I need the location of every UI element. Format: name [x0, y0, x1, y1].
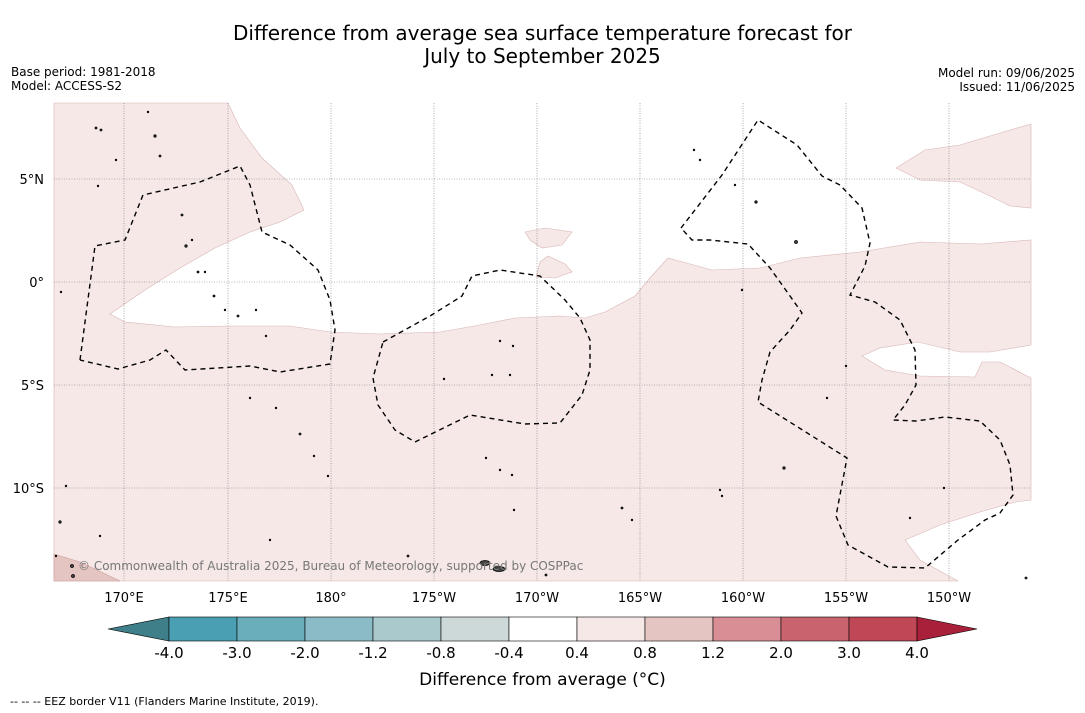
lon-label: 170°W [515, 591, 559, 606]
colorbar-segment [712, 616, 782, 642]
lon-label: 180° [315, 591, 346, 606]
colorbar-extend-high [916, 616, 978, 642]
model-name: Model: ACCESS-S2 [11, 79, 123, 93]
colorbar-tick-label: -2.0 [290, 644, 319, 662]
lon-label: 175°E [208, 591, 248, 606]
map-title: Difference from average sea surface temp… [0, 22, 1085, 68]
colorbar-segment [644, 616, 714, 642]
lon-label: 160°W [721, 591, 765, 606]
graticule [54, 103, 1031, 581]
colorbar-tick-label: 3.0 [837, 644, 861, 662]
lon-label: 175°W [412, 591, 456, 606]
colorbar-segment [440, 616, 510, 642]
colorbar-tick-label: -4.0 [154, 644, 183, 662]
colorbar-extend-low [107, 616, 170, 642]
eez-borders [79, 119, 1014, 569]
colorbar-segment [576, 616, 646, 642]
colorbar-segment [508, 616, 578, 642]
longitude-labels: 170°E 175°E 180° 175°W 170°W 165°W 160°W… [104, 591, 971, 606]
lat-label: 5°S [21, 379, 44, 394]
copyright-notice: © Commonwealth of Australia 2025, Bureau… [78, 559, 583, 573]
colorbar-tick-label: 0.4 [565, 644, 589, 662]
island-markers [54, 110, 1028, 580]
title-line-2: July to September 2025 [424, 44, 661, 68]
colorbar-segment [372, 616, 442, 642]
colorbar-tick-label: 4.0 [905, 644, 929, 662]
lat-label: 0° [29, 276, 44, 291]
colorbar-tick-label: 1.2 [701, 644, 725, 662]
anomaly-fill-0-8-1-2 [53, 553, 121, 582]
eez-footnote: -- -- -- EEZ border V11 (Flanders Marine… [10, 695, 319, 708]
colorbar-tick-label: -3.0 [222, 644, 251, 662]
colorbar-tick-label: -0.8 [426, 644, 455, 662]
colorbar: -4.0 -3.0 -2.0 -1.2 -0.8 -0.4 0.4 0.8 1.2 2.0 3.0 4… [107, 616, 978, 662]
colorbar-segment [236, 616, 306, 642]
lon-label: 170°E [104, 591, 144, 606]
colorbar-tick-label: 2.0 [769, 644, 793, 662]
colorbar-tick-label: -1.2 [358, 644, 387, 662]
lon-label: 150°W [927, 591, 971, 606]
colorbar-tick-label: 0.8 [633, 644, 657, 662]
lat-label: 5°N [20, 173, 45, 188]
base-period: Base period: 1981-2018 [11, 65, 156, 79]
colorbar-segment [304, 616, 374, 642]
colorbar-segment [780, 616, 850, 642]
issued-date: Issued: 11/06/2025 [959, 80, 1075, 94]
latitude-labels: 5°N 0° 5°S 10°S [13, 173, 44, 497]
model-run: Model run: 09/06/2025 [937, 66, 1075, 80]
colorbar-title: Difference from average (°C) [419, 670, 666, 690]
colorbar-segment [848, 616, 918, 642]
meta-right: Model run: 09/06/2025 Issued: 11/06/2025 [938, 66, 1075, 94]
colorbar-segment [168, 616, 238, 642]
colorbar-tick-label: -0.4 [494, 644, 523, 662]
lon-label: 165°W [618, 591, 662, 606]
meta-left: Base period: 1981-2018 Model: ACCESS-S2 [11, 65, 156, 93]
lat-label: 10°S [13, 482, 44, 497]
title-line-1: Difference from average sea surface temp… [232, 21, 852, 45]
lon-label: 155°W [824, 591, 868, 606]
